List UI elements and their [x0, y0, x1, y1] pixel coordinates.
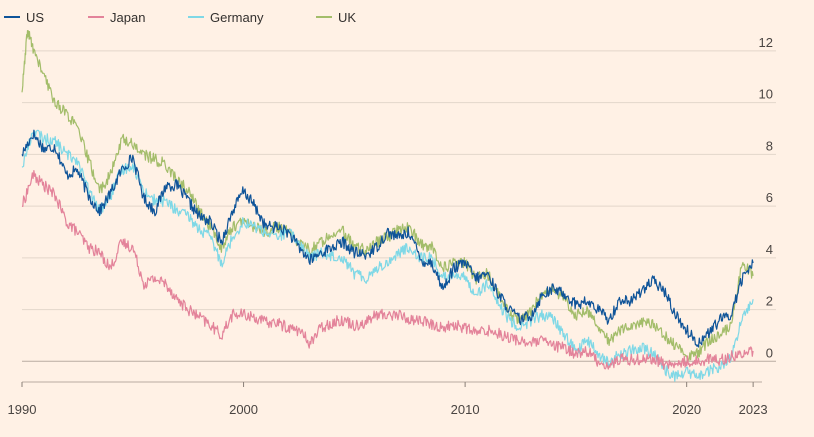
x-tick-label: 2000: [229, 402, 258, 417]
legend: US Japan Germany UK: [4, 10, 356, 25]
y-tick-label: 12: [759, 35, 773, 50]
y-tick-label: 0: [766, 345, 773, 360]
y-tick-label: 8: [766, 138, 773, 153]
x-tick-label: 2020: [672, 402, 701, 417]
y-tick-label: 10: [759, 87, 773, 102]
x-tick-label: 2010: [451, 402, 480, 417]
y-axis: 0 2 4 6 8 10 12: [759, 35, 773, 360]
y-tick-label: 6: [766, 190, 773, 205]
series-line-us: [21, 129, 754, 348]
y-tick-label: 4: [766, 242, 773, 257]
legend-label-japan: Japan: [110, 10, 145, 25]
series-line-germany: [21, 129, 754, 382]
x-tick-label: 1990: [8, 402, 37, 417]
plot-area: [21, 30, 754, 382]
legend-label-germany: Germany: [210, 10, 264, 25]
series-line-uk: [21, 30, 754, 363]
y-tick-label: 2: [766, 294, 773, 309]
legend-label-uk: UK: [338, 10, 356, 25]
grid: [22, 50, 776, 362]
legend-label-us: US: [26, 10, 44, 25]
x-axis: 1990 2000 2010 2020 2023: [8, 381, 768, 417]
series-line-japan: [21, 170, 754, 370]
x-tick-label: 2023: [739, 402, 768, 417]
